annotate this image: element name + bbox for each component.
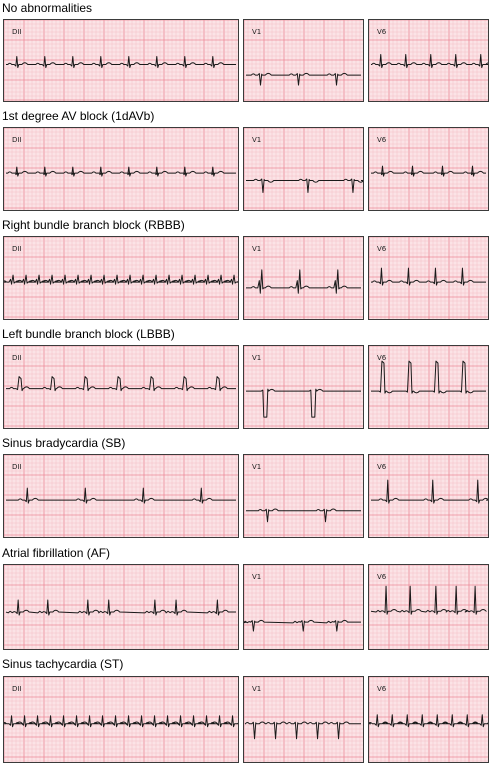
lead-label-v1: V1 (252, 463, 262, 471)
ecg-trace (246, 269, 361, 294)
ecg-paper-grid (244, 237, 363, 319)
ecg-paper-grid (369, 20, 488, 101)
ecg-paper-grid (4, 346, 238, 428)
ecg-panel-1davb-dii: DII (3, 127, 239, 211)
ecg-trace (246, 388, 361, 418)
ecg-trace (6, 376, 236, 392)
ecg-trace (371, 479, 488, 504)
ecg-paper-grid (369, 237, 488, 319)
row-title-sb: Sinus bradycardia (SB) (2, 436, 126, 450)
lead-label-v6: V6 (377, 685, 387, 693)
lead-label-v6: V6 (377, 136, 387, 144)
ecg-trace (5, 599, 236, 616)
ecg-trace (6, 56, 236, 69)
ecg-trace (246, 508, 361, 523)
ecg-trace (371, 360, 486, 394)
ecg-panel-st-dii: DII (3, 676, 239, 763)
ecg-paper-grid (369, 565, 488, 649)
ecg-panel-rbbb-v6: V6 (368, 236, 489, 320)
ecg-trace (244, 721, 361, 740)
lead-label-v6: V6 (377, 463, 387, 471)
ecg-panel-1davb-v6: V6 (368, 127, 489, 211)
lead-label-dii: DII (12, 28, 22, 36)
ecg-paper-grid (369, 346, 488, 428)
ecg-trace (244, 619, 361, 632)
ecg-trace (246, 178, 363, 193)
ecg-paper-grid (4, 128, 238, 210)
row-title-rbbb: Right bundle branch block (RBBB) (2, 218, 185, 232)
lead-label-v6: V6 (377, 573, 387, 581)
ecg-paper-grid (4, 237, 238, 319)
lead-label-v6: V6 (377, 354, 387, 362)
ecg-paper-grid (244, 346, 363, 428)
row-title-af: Atrial fibrillation (AF) (2, 546, 111, 560)
ecg-panel-lbbb-v6: V6 (368, 345, 489, 429)
lead-label-v1: V1 (252, 245, 262, 253)
ecg-panel-af-v1: V1 (243, 564, 364, 650)
ecg-paper-grid (369, 128, 488, 210)
ecg-trace (369, 714, 488, 728)
ecg-paper-grid (4, 677, 238, 762)
ecg-panel-st-v1: V1 (243, 676, 364, 763)
ecg-panel-normal-v1: V1 (243, 19, 364, 102)
ecg-trace (4, 715, 238, 728)
lead-label-dii: DII (12, 136, 22, 144)
ecg-paper-grid (244, 455, 363, 537)
ecg-paper-grid (244, 565, 363, 649)
ecg-panel-sb-v6: V6 (368, 454, 489, 538)
ecg-panel-af-v6: V6 (368, 564, 489, 650)
row-title-1davb: 1st degree AV block (1dAVb) (2, 109, 155, 123)
ecg-trace (371, 54, 488, 69)
ecg-panel-sb-dii: DII (3, 454, 239, 538)
lead-label-v6: V6 (377, 28, 387, 36)
lead-label-v1: V1 (252, 573, 262, 581)
ecg-panel-rbbb-dii: DII (3, 236, 239, 320)
ecg-paper-grid (4, 455, 238, 537)
lead-label-dii: DII (12, 245, 22, 253)
ecg-paper-grid (244, 20, 363, 101)
row-title-st: Sinus tachycardia (ST) (2, 657, 124, 671)
ecg-paper-grid (4, 20, 238, 101)
ecg-trace (6, 166, 236, 177)
ecg-panel-normal-v6: V6 (368, 19, 489, 102)
ecg-trace (370, 585, 487, 615)
ecg-panel-rbbb-v1: V1 (243, 236, 364, 320)
lead-label-dii: DII (12, 685, 22, 693)
ecg-panel-lbbb-dii: DII (3, 345, 239, 429)
ecg-panel-1davb-v1: V1 (243, 127, 364, 211)
ecg-panel-sb-v1: V1 (243, 454, 364, 538)
row-title-normal: No abnormalities (2, 1, 93, 15)
row-title-lbbb: Left bundle branch block (LBBB) (2, 327, 175, 341)
lead-label-v6: V6 (377, 245, 387, 253)
ecg-trace (371, 267, 486, 286)
lead-label-v1: V1 (252, 28, 262, 36)
ecg-trace (6, 487, 236, 504)
lead-label-dii: DII (12, 463, 22, 471)
ecg-paper-grid (4, 565, 238, 649)
ecg-trace (4, 274, 238, 285)
ecg-trace (371, 165, 486, 177)
ecg-paper-grid (244, 677, 363, 762)
ecg-panel-normal-dii: DII (3, 19, 239, 102)
lead-label-dii: DII (12, 354, 22, 362)
ecg-panel-st-v6: V6 (368, 676, 489, 763)
lead-label-v1: V1 (252, 354, 262, 362)
lead-label-v1: V1 (252, 685, 262, 693)
ecg-paper-grid (244, 128, 363, 210)
ecg-paper-grid (369, 677, 488, 762)
lead-label-v1: V1 (252, 136, 262, 144)
ecg-panel-af-dii (3, 564, 239, 650)
ecg-paper-grid (369, 455, 488, 537)
ecg-panel-lbbb-v1: V1 (243, 345, 364, 429)
ecg-trace (246, 72, 361, 86)
